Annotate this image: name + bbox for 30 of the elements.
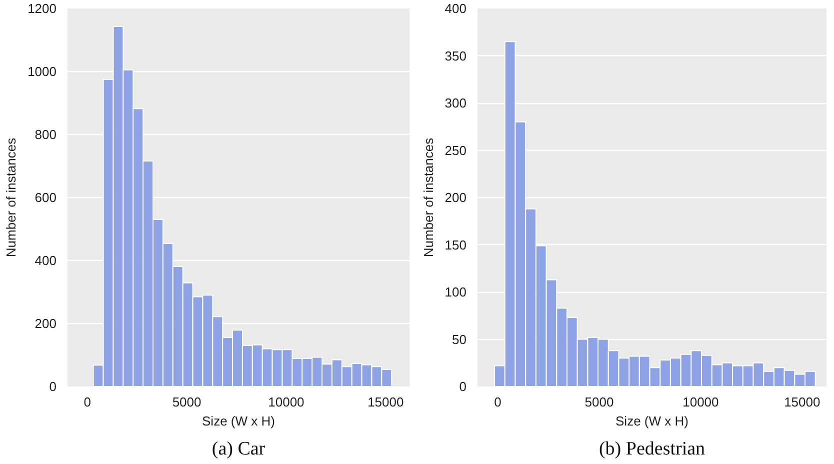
x-tick-label: 5000 bbox=[584, 394, 614, 410]
y-tick-label: 200 bbox=[444, 190, 467, 205]
x-axis-title: Size (W x H) bbox=[616, 414, 688, 428]
y-tick-label: 200 bbox=[34, 316, 57, 331]
x-tick-label: 15000 bbox=[368, 394, 404, 410]
x-tick-label: 0 bbox=[84, 394, 92, 410]
y-tick-label: 1200 bbox=[28, 1, 56, 16]
y-tick-label: 100 bbox=[444, 284, 467, 300]
y-tick-label: 0 bbox=[49, 379, 57, 394]
y-tick-label: 300 bbox=[444, 96, 467, 110]
y-tick-label: 0 bbox=[459, 379, 467, 394]
y-axis-title: Number of instances bbox=[420, 137, 436, 258]
y-tick-label: 800 bbox=[34, 127, 57, 142]
x-tick-label: 10000 bbox=[682, 394, 719, 410]
y-tick-label: 350 bbox=[444, 48, 467, 64]
y-tick-label: 250 bbox=[444, 142, 467, 158]
x-tick-label: 15000 bbox=[784, 394, 820, 410]
text: (b) Pedestrian bbox=[598, 438, 706, 460]
y-tick-label: 50 bbox=[452, 332, 467, 347]
x-axis-title: Size (W x H) bbox=[202, 414, 275, 428]
y-tick-label: 1000 bbox=[28, 64, 56, 79]
x-tick-label: 5000 bbox=[172, 394, 202, 410]
y-axis-title: Number of instances bbox=[4, 137, 19, 258]
y-tick-label: 400 bbox=[444, 1, 467, 16]
y-tick-label: 600 bbox=[34, 190, 57, 205]
y-tick-label: 150 bbox=[444, 237, 467, 252]
x-tick-label: 10000 bbox=[268, 394, 304, 410]
text: (a) Car bbox=[212, 438, 266, 460]
y-tick-label: 400 bbox=[34, 253, 57, 268]
x-tick-label: 0 bbox=[494, 394, 502, 410]
